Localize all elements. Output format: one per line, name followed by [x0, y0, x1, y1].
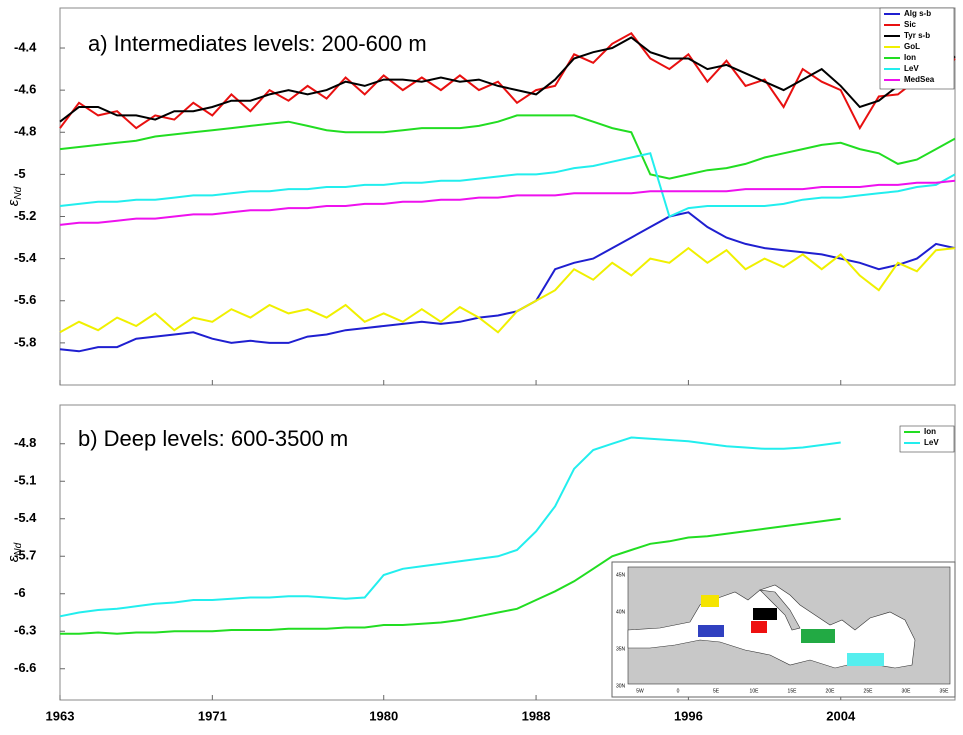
y-tick-label: -6 [14, 585, 26, 600]
series-line [59, 152, 956, 218]
plot: -6.6 -6.3 -6 -5.7 -5.4 -5.1 -4.8 1963 1971 1980 19… [5, 425, 955, 723]
series-line [59, 436, 841, 618]
legend-box [879, 7, 955, 90]
legend-label: Alg s-b [904, 9, 931, 18]
map-lat-label: 35N [616, 646, 626, 652]
y-tick-label: -5.4 [14, 510, 37, 525]
y-tick-label: -5.2 [14, 208, 36, 223]
series-line [59, 114, 956, 180]
map-lat-label: 40N [616, 609, 626, 615]
x-tick-label: 1963 [46, 708, 75, 723]
series-line [59, 36, 956, 123]
x-tick-label: 1971 [198, 708, 227, 723]
y-tick-label: -6.6 [14, 660, 36, 675]
map-lon-label: 25E [864, 688, 874, 694]
y-tick-label: -4.8 [14, 435, 36, 450]
region-box [701, 595, 719, 607]
map-lon-label: 15E [788, 688, 798, 694]
y-tick-label: -4.6 [14, 82, 36, 97]
map-lon-label: 10E [750, 688, 760, 694]
y-tick-label: -5.8 [14, 334, 36, 349]
legend-label: LeV [904, 64, 919, 73]
region-box [698, 625, 724, 637]
y-axis-label: εNd [5, 542, 24, 562]
series-line [59, 211, 956, 353]
y-axis-label-sub: Nd [13, 186, 24, 199]
y-tick-label: -5.7 [14, 548, 36, 563]
legend-label: MedSea [904, 75, 935, 84]
x-tick-label: 2004 [826, 708, 856, 723]
y-tick-label: -5.1 [14, 473, 36, 488]
plot: -5.8 -5.6 -5.4 -5.2 -5 -4.8 -4.6 -4.4 a) Interme… [5, 7, 956, 385]
map-lon-label: 30E [902, 688, 912, 694]
inset-map: 45N 40N 35N 30N 5W 0 5E 10E 15E 20E 25E 30E 35E [611, 561, 956, 698]
y-tick-label: -4.4 [14, 39, 37, 54]
legend-label: GoL [904, 42, 920, 51]
x-tick-label: 1980 [369, 708, 398, 723]
legend-label: Tyr s-b [904, 31, 930, 40]
region-box [801, 629, 835, 643]
region-box [751, 621, 767, 633]
legend-label: Sic [904, 20, 917, 29]
y-tick-label: -4.8 [14, 124, 36, 139]
series-line [59, 246, 956, 334]
legend-label: LeV [924, 438, 939, 447]
y-axis-label-symbol: ε [5, 555, 22, 562]
series-line [59, 32, 956, 131]
y-axis-label-sub: Nd [13, 542, 24, 555]
chart-title: b) Deep levels: 600-3500 m [78, 426, 348, 451]
chart-title: a) Intermediates levels: 200-600 m [88, 31, 427, 56]
region-box [847, 653, 884, 666]
region-box [753, 608, 777, 620]
y-axis-label-symbol: ε [5, 199, 22, 206]
map-lon-label: 5E [713, 688, 720, 694]
y-axis-label: εNd [5, 186, 24, 206]
map-lat-label: 45N [616, 572, 626, 578]
map-lon-label: 20E [826, 688, 836, 694]
y-tick-label: -5 [14, 166, 26, 181]
y-tick-label: -5.4 [14, 250, 37, 265]
map-lon-label: 0 [677, 688, 680, 694]
y-tick-label: -6.3 [14, 623, 36, 638]
legend-box [899, 425, 955, 453]
series-line [60, 517, 841, 635]
map-italy [759, 589, 801, 631]
series-line [59, 179, 956, 226]
map-lon-label: 5W [636, 688, 644, 694]
map-lon-label: 35E [940, 688, 950, 694]
x-tick-label: 1996 [674, 708, 703, 723]
x-tick-label: 1988 [522, 708, 551, 723]
y-tick-label: -5.6 [14, 292, 36, 307]
legend-label: Ion [924, 427, 936, 436]
legend-label: Ion [904, 53, 916, 62]
map-sea [627, 584, 916, 669]
map-lat-label: 30N [616, 683, 626, 689]
